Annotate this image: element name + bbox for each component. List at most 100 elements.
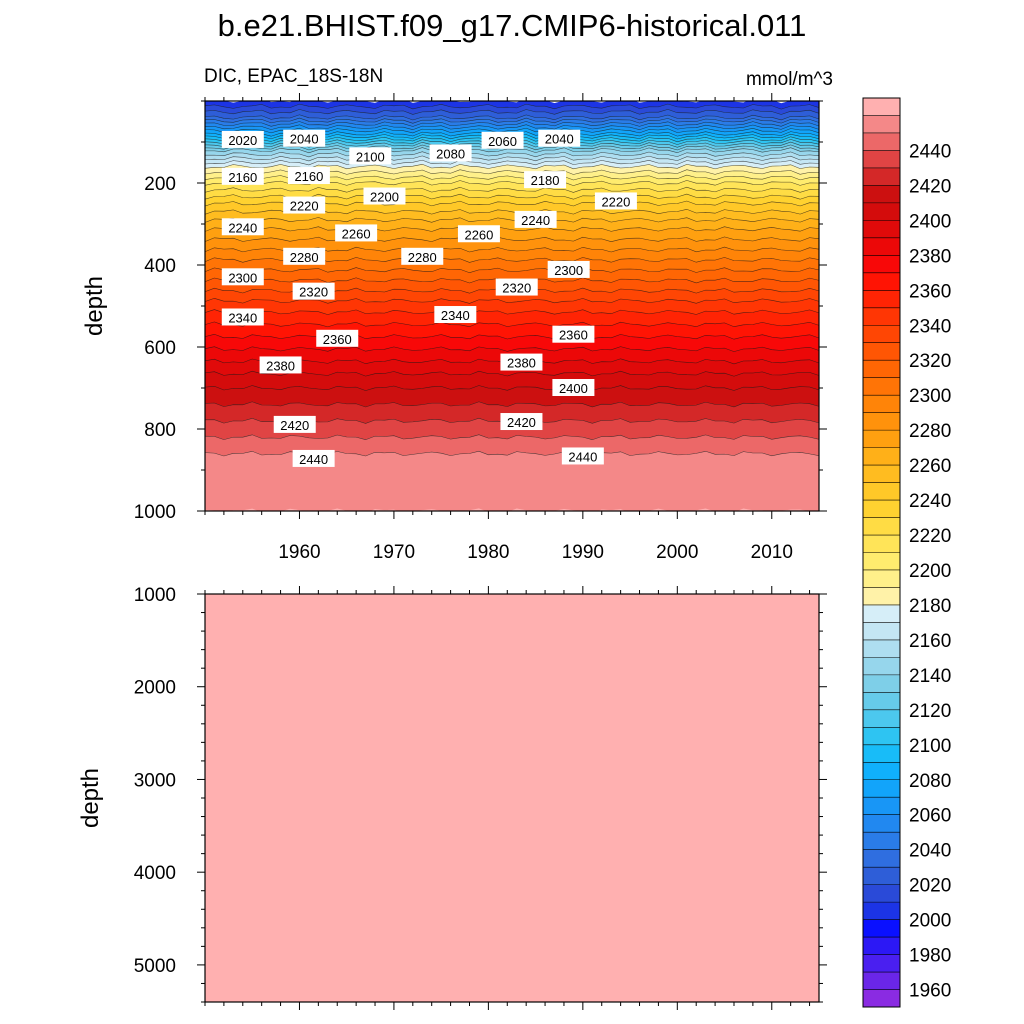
lower-panel: 1000 2000 3000 4000 5000 depth: [77, 585, 827, 1010]
colorbar-cell: [863, 377, 900, 396]
contour-label-box: [349, 147, 392, 165]
contour-label: 2040: [283, 129, 326, 147]
contour-label-box: [457, 225, 500, 243]
colorbar-cell: [863, 604, 900, 623]
contour-label-text: 2160: [228, 170, 257, 185]
upper-panel: 2020 2040 2100 2080 2060 2040 2160 2160 2180 2200…: [81, 93, 827, 563]
contour-label-box: [495, 278, 538, 296]
subtitle-left: DIC, EPAC_18S-18N: [204, 66, 383, 87]
x-tick-label: 1990: [562, 542, 604, 563]
contour-line: [205, 124, 819, 130]
colorbar-label: 2280: [909, 421, 951, 442]
colorbar-cell: [863, 517, 900, 536]
contour-label-text: 2300: [228, 270, 257, 285]
contour-label-box: [287, 167, 330, 185]
contour-label-text: 2040: [290, 132, 319, 147]
colorbar-cell: [863, 972, 900, 990]
contour-label-box: [524, 171, 567, 189]
contour-label: 2360: [316, 329, 359, 347]
contour-label-box: [538, 129, 581, 147]
y-tick-label: 5000: [134, 956, 176, 977]
colorbar-cell: [863, 500, 900, 518]
contour-line: [205, 401, 819, 408]
colorbar-cell: [863, 98, 900, 116]
colorbar-cell: [863, 342, 900, 361]
contour-label: 2040: [538, 129, 581, 147]
colorbar-label: 2020: [909, 876, 951, 897]
contour-line: [205, 151, 819, 158]
contour-label: 2160: [287, 167, 330, 185]
y-tick-label: 800: [144, 420, 176, 441]
contour-label: 2440: [561, 447, 604, 465]
colorbar-label: 2000: [909, 911, 951, 932]
contour-label-box: [221, 308, 264, 326]
colorbar-label: 2260: [909, 456, 951, 477]
contour-label: 2160: [221, 167, 264, 185]
contour-label-box: [561, 447, 604, 465]
colorbar-label: 2120: [909, 701, 951, 722]
colorbar-cell: [863, 552, 900, 571]
contour-label-box: [283, 247, 326, 265]
y-tick-label: 400: [144, 256, 176, 277]
colorbar-label: 1960: [909, 981, 951, 1002]
colorbar-cell: [863, 132, 900, 151]
contour-label-box: [273, 415, 316, 433]
contour-label-box: [500, 353, 543, 371]
contour-label-text: 2060: [488, 134, 517, 149]
colorbar-cell: [863, 902, 900, 920]
colorbar-label: 2400: [909, 211, 951, 232]
contour-label: 2220: [283, 196, 326, 214]
contour-label: 2360: [552, 325, 595, 343]
colorbar-label: 2140: [909, 666, 951, 687]
contour-label-box: [429, 144, 472, 162]
colorbar-cell: [863, 639, 900, 658]
contour-label: 2440: [292, 449, 335, 467]
contour-label: 2300: [221, 268, 264, 286]
contour-line: [205, 309, 819, 315]
colorbar-cell: [863, 937, 900, 955]
contour-label: 2300: [547, 260, 590, 278]
contour-label-text: 2420: [280, 418, 309, 433]
contour-label-text: 2220: [290, 199, 319, 214]
contour-label-box: [335, 224, 378, 242]
colorbar-label: 2080: [909, 771, 951, 792]
contour-label-text: 2040: [545, 132, 574, 147]
contour-label-text: 2200: [370, 190, 399, 205]
colorbar-label: 2300: [909, 386, 951, 407]
contour-line: [205, 267, 819, 273]
contour-label: 2380: [500, 353, 543, 371]
colorbar-cell: [863, 727, 900, 746]
colorbar-cell: [863, 447, 900, 466]
contour-label: 2380: [259, 356, 302, 374]
contour-label-box: [552, 379, 595, 396]
colorbar: 1960 1980 2000 2020 2040 2060 2080 2100 2120 2140…: [862, 97, 951, 1008]
contour-label: 2260: [457, 225, 500, 243]
colorbar-cell: [863, 465, 900, 483]
contour-label-text: 2360: [559, 328, 588, 343]
colorbar-cell: [863, 622, 900, 641]
y-tick-label: 1000: [134, 502, 176, 523]
contour-label: 2340: [221, 308, 264, 326]
colorbar-cell: [863, 674, 900, 693]
colorbar-cell: [863, 779, 900, 798]
colorbar-label: 2340: [909, 316, 951, 337]
colorbar-cell: [863, 657, 900, 676]
contour-label-text: 2080: [436, 146, 465, 161]
chart-title: b.e21.BHIST.f09_g17.CMIP6-historical.011: [218, 8, 807, 43]
colorbar-cell: [863, 325, 900, 344]
colorbar-cell: [863, 535, 900, 553]
x-tick-label: 2000: [656, 542, 698, 563]
contour-label: 2080: [429, 144, 472, 162]
contour-line: [205, 346, 819, 352]
contour-label-text: 2280: [408, 250, 437, 265]
colorbar-cell: [863, 290, 900, 309]
contour-label: 2280: [283, 247, 326, 265]
y-tick-label: 3000: [134, 770, 176, 791]
colorbar-cell: [863, 832, 900, 851]
contour-label-text: 2240: [228, 220, 257, 235]
y-tick-label: 600: [144, 338, 176, 359]
contour-label-text: 2380: [266, 358, 295, 373]
colorbar-cell: [863, 849, 900, 868]
contour-line: [205, 127, 819, 134]
colorbar-cell: [863, 220, 900, 239]
